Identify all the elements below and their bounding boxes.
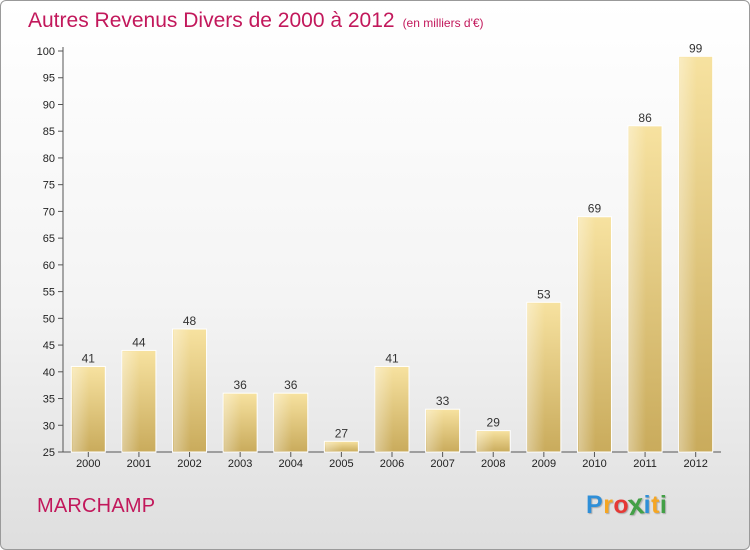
- chart-title: Autres Revenus Divers de 2000 à 2012 (en …: [28, 9, 484, 33]
- proxiti-logo: Proxiti: [586, 488, 668, 522]
- x-tick-label: 2007: [430, 458, 454, 470]
- bar-highlight: [477, 431, 495, 451]
- data-label: 53: [537, 287, 551, 301]
- y-tick-label: 95: [43, 73, 55, 85]
- y-tick-label: 30: [43, 420, 55, 432]
- bar-highlight: [578, 217, 596, 451]
- x-tick-label: 2004: [279, 458, 303, 470]
- x-tick-label: 2005: [329, 458, 353, 470]
- y-tick-label: 60: [43, 260, 55, 272]
- y-tick-label: 100: [37, 46, 55, 58]
- bar-highlight: [629, 126, 647, 451]
- x-tick-label: 2006: [380, 458, 404, 470]
- logo-letter: i: [659, 491, 668, 519]
- data-label: 69: [588, 202, 602, 216]
- x-tick-label: 2008: [481, 458, 505, 470]
- data-label: 29: [487, 416, 501, 430]
- y-tick-label: 65: [43, 233, 55, 245]
- x-tick-label: 2002: [177, 458, 201, 470]
- logo-letter: t: [651, 491, 660, 519]
- y-tick-label: 80: [43, 153, 55, 165]
- data-label: 41: [385, 351, 399, 365]
- bar-highlight: [679, 57, 697, 451]
- y-tick-label: 40: [43, 367, 55, 379]
- y-tick-label: 70: [43, 206, 55, 218]
- data-label: 41: [82, 351, 96, 365]
- bar-highlight: [224, 394, 242, 451]
- data-label: 27: [335, 426, 349, 440]
- data-label: 33: [436, 394, 450, 408]
- y-tick-label: 25: [43, 447, 55, 459]
- data-label: 99: [689, 41, 703, 55]
- bar-highlight: [325, 442, 343, 451]
- y-tick-label: 55: [43, 287, 55, 299]
- y-tick-label: 75: [43, 180, 55, 192]
- y-tick-label: 35: [43, 394, 55, 406]
- bar-highlight: [72, 367, 90, 451]
- data-label: 48: [183, 314, 197, 328]
- logo-letter: P: [586, 491, 604, 519]
- bar-highlight: [376, 367, 393, 451]
- title-main: Autres Revenus Divers de 2000 à 2012: [28, 9, 395, 32]
- data-label: 36: [233, 378, 247, 392]
- x-tick-label: 2001: [127, 458, 151, 470]
- y-tick-label: 90: [43, 99, 55, 111]
- x-tick-label: 2011: [633, 458, 657, 470]
- bar-highlight: [274, 394, 292, 451]
- x-tick-label: 2010: [582, 458, 606, 470]
- logo-letter: i: [643, 491, 652, 519]
- bar-highlight: [122, 351, 140, 451]
- data-label: 44: [132, 335, 146, 349]
- y-tick-label: 85: [43, 126, 55, 138]
- x-tick-label: 2009: [532, 458, 556, 470]
- bar-highlight: [426, 410, 444, 451]
- x-tick-label: 2003: [228, 458, 252, 470]
- title-unit: (en milliers d'€): [402, 16, 484, 30]
- bar-highlight: [527, 303, 545, 451]
- logo-letter: o: [613, 491, 630, 519]
- bar-highlight: [173, 330, 191, 451]
- data-label: 86: [638, 111, 652, 125]
- x-tick-label: 2012: [683, 458, 707, 470]
- logo-letter: r: [603, 491, 614, 519]
- x-tick-label: 2000: [76, 458, 100, 470]
- data-label: 36: [284, 378, 298, 392]
- y-tick-label: 50: [43, 313, 55, 325]
- y-tick-label: 45: [43, 340, 55, 352]
- commune-name: MARCHAMP: [37, 495, 156, 517]
